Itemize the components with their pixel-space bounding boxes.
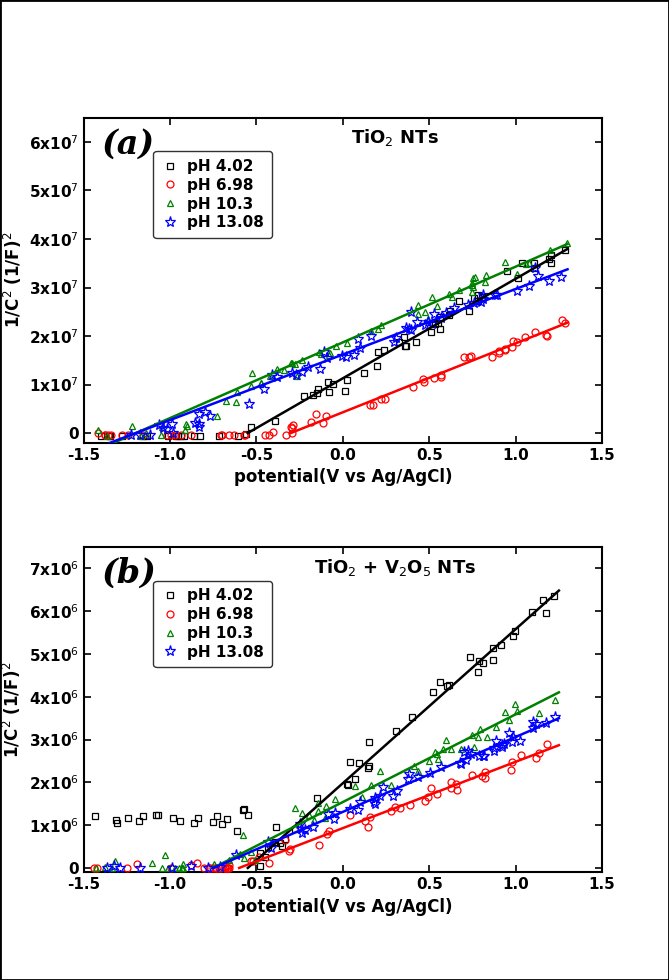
Text: TiO$_2$ + V$_2$O$_5$ NTs: TiO$_2$ + V$_2$O$_5$ NTs: [314, 557, 476, 577]
Y-axis label: 1/C$^2$ (1/F)$^2$: 1/C$^2$ (1/F)$^2$: [1, 232, 23, 328]
Legend: pH 4.02, pH 6.98, pH 10.3, pH 13.08: pH 4.02, pH 6.98, pH 10.3, pH 13.08: [153, 151, 272, 238]
Text: (a): (a): [102, 127, 155, 161]
X-axis label: potential(V vs Ag/AgCl): potential(V vs Ag/AgCl): [233, 898, 452, 915]
Y-axis label: 1/C$^2$ (1/F)$^2$: 1/C$^2$ (1/F)$^2$: [1, 662, 23, 758]
Legend: pH 4.02, pH 6.98, pH 10.3, pH 13.08: pH 4.02, pH 6.98, pH 10.3, pH 13.08: [153, 580, 272, 667]
X-axis label: potential(V vs Ag/AgCl): potential(V vs Ag/AgCl): [233, 468, 452, 486]
Text: TiO$_2$ NTs: TiO$_2$ NTs: [351, 127, 439, 148]
Text: (b): (b): [102, 557, 157, 590]
